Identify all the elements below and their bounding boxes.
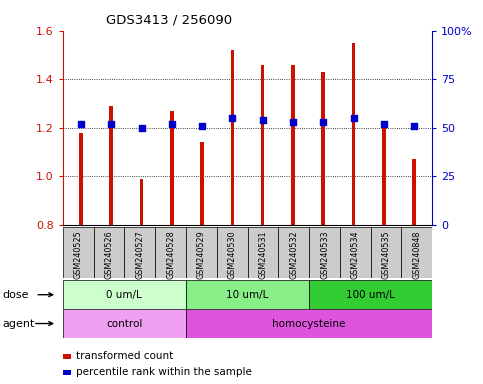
- Bar: [94, 227, 125, 278]
- Bar: [382, 123, 385, 225]
- Text: agent: agent: [2, 318, 35, 329]
- Bar: [63, 280, 186, 309]
- Text: GSM240526: GSM240526: [104, 231, 114, 279]
- Point: [350, 115, 357, 121]
- Text: 10 um/L: 10 um/L: [227, 290, 269, 300]
- Text: homocysteine: homocysteine: [272, 318, 346, 329]
- Bar: [186, 280, 309, 309]
- Text: GSM240527: GSM240527: [135, 231, 144, 280]
- Text: GSM240529: GSM240529: [197, 231, 206, 280]
- Bar: [291, 65, 295, 225]
- Bar: [125, 227, 155, 278]
- Text: GSM240534: GSM240534: [351, 231, 360, 279]
- Bar: [63, 309, 186, 338]
- Bar: [63, 227, 94, 278]
- Text: GSM240532: GSM240532: [289, 231, 298, 279]
- Bar: [217, 227, 247, 278]
- Bar: [186, 227, 217, 278]
- Text: GSM240531: GSM240531: [258, 231, 268, 279]
- Bar: [309, 227, 340, 278]
- Text: GSM240848: GSM240848: [412, 231, 421, 279]
- Point: [228, 115, 236, 121]
- Bar: [155, 227, 186, 278]
- Point: [77, 121, 85, 127]
- Point: [380, 121, 388, 127]
- Bar: [412, 159, 416, 225]
- Point: [410, 122, 418, 129]
- Text: GSM240530: GSM240530: [227, 231, 237, 279]
- Text: GSM240533: GSM240533: [320, 231, 329, 279]
- Point: [198, 122, 206, 129]
- Point: [107, 121, 115, 127]
- Bar: [371, 227, 401, 278]
- Bar: [79, 132, 83, 225]
- Bar: [110, 106, 113, 225]
- Bar: [140, 179, 143, 225]
- Bar: [248, 227, 278, 278]
- Text: dose: dose: [2, 290, 29, 300]
- Text: transformed count: transformed count: [76, 351, 173, 361]
- Point: [319, 119, 327, 125]
- Bar: [186, 309, 432, 338]
- Bar: [170, 111, 174, 225]
- Text: 0 um/L: 0 um/L: [106, 290, 142, 300]
- Point: [168, 121, 176, 127]
- Bar: [401, 227, 432, 278]
- Bar: [352, 43, 355, 225]
- Text: 100 um/L: 100 um/L: [346, 290, 395, 300]
- Text: GDS3413 / 256090: GDS3413 / 256090: [106, 13, 232, 26]
- Bar: [340, 227, 371, 278]
- Text: GSM240535: GSM240535: [382, 231, 391, 279]
- Text: GSM240525: GSM240525: [74, 231, 83, 280]
- Text: control: control: [106, 318, 142, 329]
- Bar: [261, 65, 265, 225]
- Bar: [309, 280, 432, 309]
- Bar: [322, 72, 325, 225]
- Text: GSM240528: GSM240528: [166, 231, 175, 279]
- Point: [138, 125, 145, 131]
- Bar: [230, 50, 234, 225]
- Text: percentile rank within the sample: percentile rank within the sample: [76, 367, 252, 377]
- Point: [289, 119, 297, 125]
- Point: [259, 117, 267, 123]
- Bar: [200, 142, 204, 225]
- Bar: [278, 227, 309, 278]
